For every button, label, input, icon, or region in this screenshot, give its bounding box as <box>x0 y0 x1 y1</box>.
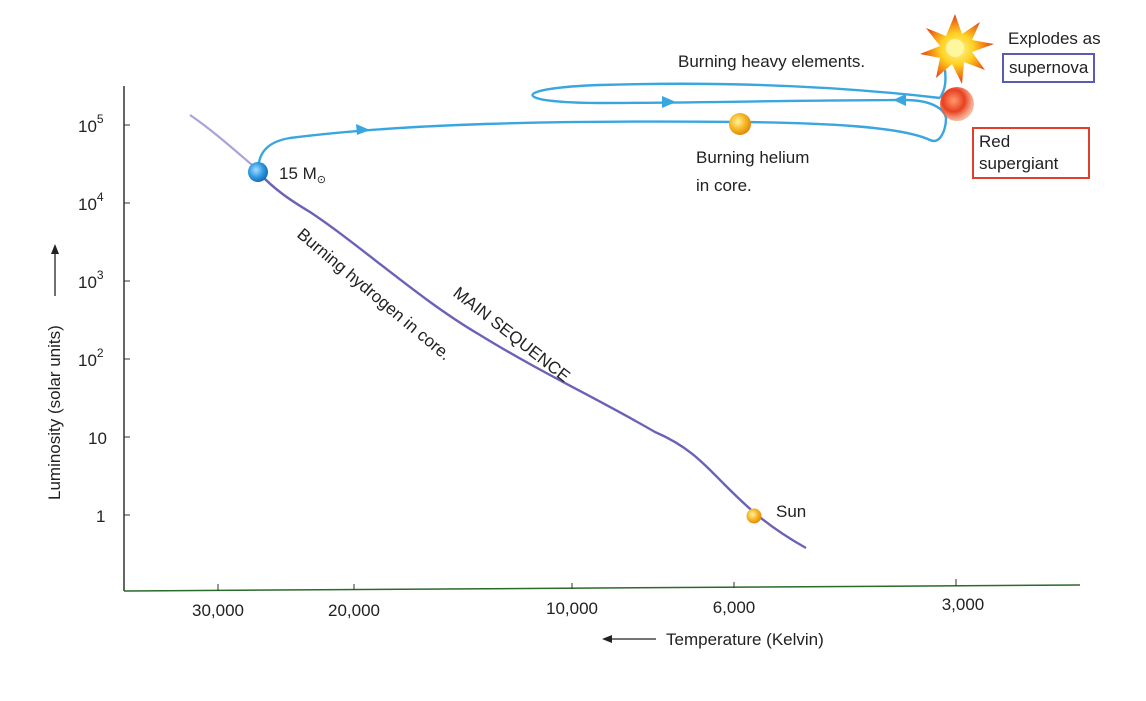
sun-label: Sun <box>776 502 806 521</box>
track-arrow <box>893 94 906 106</box>
svg-text:Luminosity (solar units): Luminosity (solar units) <box>45 325 64 500</box>
x-axis <box>123 584 1081 592</box>
y-tick-label: 1 <box>96 507 105 526</box>
burning-helium-label: Burning helium <box>696 148 809 167</box>
track-arrow <box>356 124 370 135</box>
x-tick-label: 3,000 <box>942 595 985 614</box>
x-tick-label: 30,000 <box>192 601 244 620</box>
explodes-label: Explodes as <box>1008 29 1101 48</box>
x-tick-label: 6,000 <box>713 598 756 617</box>
track-arrow <box>662 96 676 108</box>
y-tick-label: 10 <box>88 429 107 448</box>
blue-star <box>248 162 268 182</box>
evolution-track <box>256 82 948 173</box>
red-supergiant-star <box>940 87 974 121</box>
helium-star <box>729 113 751 135</box>
burning-helium-label-line2: in core. <box>696 176 752 195</box>
red-supergiant-label-line2: supergiant <box>979 154 1059 173</box>
supernova-box: supernova <box>1002 53 1096 83</box>
mass-label: 15 M⊙ <box>279 164 326 186</box>
red-supergiant-label-line1: Red <box>979 132 1011 151</box>
y-tick-label: 104 <box>78 190 104 214</box>
y-axis-title: Luminosity (solar units) <box>45 325 64 500</box>
x-tick-label: 20,000 <box>328 601 380 620</box>
burning-heavy-label: Burning heavy elements. <box>678 52 865 71</box>
x-axis-title: Temperature (Kelvin) <box>666 630 824 649</box>
y-axis-arrowhead <box>51 244 59 254</box>
main-sequence-line <box>257 171 807 550</box>
track-to-supernova <box>938 69 947 99</box>
main-sequence-label: MAIN SEQUENCE <box>450 283 574 386</box>
y-tick-label: 102 <box>78 346 104 370</box>
sun-star <box>746 508 762 524</box>
y-tick-label: 103 <box>78 268 104 292</box>
x-axis-arrowhead <box>602 635 612 643</box>
red-supergiant-box: Red supergiant <box>972 127 1090 179</box>
supernova-core <box>946 39 964 57</box>
y-tick-label: 105 <box>78 112 104 136</box>
x-tick-label: 10,000 <box>546 599 598 618</box>
main-sequence-upper-faded <box>189 114 259 171</box>
burning-hydrogen-label: Burning hydrogen in core. <box>293 225 454 365</box>
